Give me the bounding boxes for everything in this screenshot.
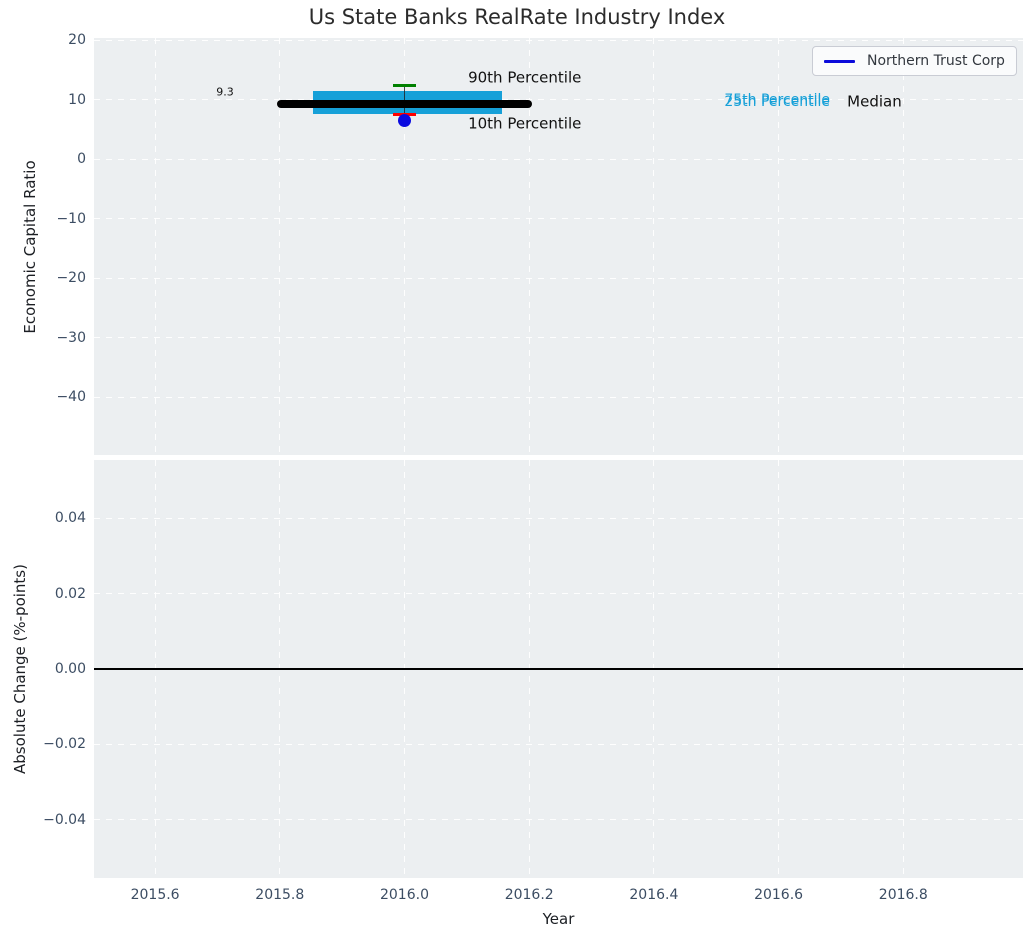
company-data-point [397, 114, 411, 128]
gridline [94, 99, 1023, 101]
gridline [528, 38, 530, 455]
x-tick-label: 2016.0 [379, 887, 429, 903]
gridline [154, 38, 156, 455]
median-label: Median [847, 92, 902, 111]
legend-label: Northern Trust Corp [867, 53, 1005, 69]
y-tick-label: −0.02 [43, 736, 86, 753]
x-axis-label: Year [542, 910, 575, 928]
gridline [94, 593, 1023, 595]
gridline [279, 38, 281, 455]
p10-label: 10th Percentile [468, 114, 582, 133]
gridline [94, 158, 1023, 160]
y-tick-label: −10 [56, 210, 86, 227]
y-tick-label: 10 [68, 91, 86, 108]
p75-label: 75th Percentile [724, 92, 831, 109]
y-tick-label: 0 [77, 151, 86, 168]
bottom-plot-area [94, 460, 1023, 878]
gridline [94, 396, 1023, 398]
p90-label: 90th Percentile [468, 68, 582, 87]
x-tick-label: 2015.6 [130, 887, 180, 903]
y-tick-label: 20 [68, 32, 86, 49]
y-tick-label: −30 [56, 329, 86, 346]
gridline [902, 38, 904, 455]
gridline [94, 277, 1023, 279]
gridline [94, 517, 1023, 519]
y-tick-label: 0.04 [54, 510, 86, 527]
x-tick-label: 2016.6 [754, 887, 804, 903]
y-tick-label: 0.02 [54, 585, 86, 602]
y-tick-label: −0.04 [43, 811, 86, 828]
gridline [94, 337, 1023, 339]
zero-line [94, 668, 1023, 670]
gridline [653, 38, 655, 455]
gridline [778, 38, 780, 455]
gridline [403, 38, 405, 455]
x-tick-label: 2015.8 [255, 887, 305, 903]
legend-line-swatch [824, 59, 855, 63]
top-y-axis-label: Economic Capital Ratio [21, 160, 39, 334]
legend: Northern Trust Corp [812, 46, 1017, 76]
gridline [94, 39, 1023, 41]
p90-whisker-cap [392, 84, 417, 88]
x-tick-label: 2016.2 [504, 887, 554, 903]
x-tick-label: 2016.4 [629, 887, 679, 903]
p25-label: 25th Percentile [724, 94, 831, 111]
y-tick-label: −40 [56, 389, 86, 406]
gridline [94, 819, 1023, 821]
chart-title: Us State Banks RealRate Industry Index [308, 5, 726, 29]
x-tick-label: 2016.8 [878, 887, 928, 903]
median-value-label: 9.3 [216, 85, 234, 99]
y-tick-label: −20 [56, 270, 86, 287]
median-line [276, 100, 533, 109]
top-plot-area: 9.3 90th Percentile 10th Percentile 75th Pe… [94, 38, 1023, 455]
gridline [94, 743, 1023, 745]
gridline [94, 218, 1023, 220]
y-tick-label: 0.00 [54, 661, 86, 677]
